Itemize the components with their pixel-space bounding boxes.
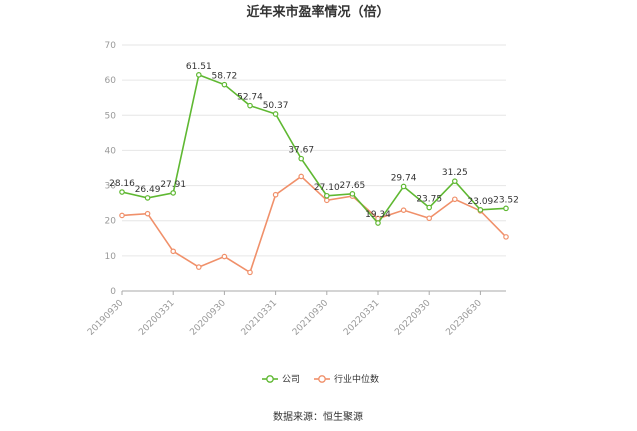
data-point (170, 248, 177, 255)
grid-lines (122, 44, 506, 257)
data-label: 23.75 (416, 195, 442, 205)
data-label: 28.16 (109, 179, 135, 189)
x-tick-label: 20210331 (240, 298, 279, 337)
series-line (121, 73, 507, 225)
legend-label: 公司 (282, 374, 300, 385)
data-point (298, 173, 305, 180)
data-point (144, 210, 151, 217)
data-label: 27.91 (160, 180, 186, 190)
data-label: 37.67 (288, 146, 314, 156)
data-label: 27.65 (340, 181, 366, 191)
data-point (426, 215, 433, 222)
data-label: 19.34 (365, 210, 391, 220)
data-point (375, 220, 381, 226)
data-point (272, 191, 279, 198)
y-tick-label: 60 (105, 76, 117, 86)
data-label: 27.10 (314, 183, 340, 193)
data-point (451, 196, 458, 203)
data-point (196, 264, 202, 270)
x-tick-label: 20220331 (342, 298, 381, 337)
legend-swatch-marker (266, 375, 274, 383)
data-point (247, 102, 253, 109)
legend-swatch-marker (318, 375, 326, 383)
x-tick-label: 20230630 (444, 298, 484, 338)
data-point (196, 72, 202, 78)
data-source-note: 数据来源：恒生聚源 (273, 410, 363, 423)
data-point (119, 212, 125, 219)
y-tick-label: 10 (105, 252, 117, 262)
data-point (400, 183, 407, 190)
data-label: 29.74 (391, 173, 417, 183)
data-point (221, 253, 228, 260)
legend-item-industry-median[interactable]: 行业中位数 (314, 373, 379, 385)
legend-label: 行业中位数 (334, 373, 379, 385)
x-axis: 20190930 20200331 20200930 20210331 20210930… (86, 290, 506, 338)
x-tick-label: 20220930 (393, 298, 433, 338)
x-tick-label: 20200930 (188, 298, 228, 338)
data-label: 52.74 (237, 93, 263, 103)
data-label: 61.51 (186, 62, 212, 72)
data-point (503, 234, 509, 240)
data-point (323, 192, 330, 199)
y-tick-label: 50 (105, 111, 117, 121)
x-tick-label: 20190930 (86, 298, 126, 338)
legend[interactable]: 公司 行业中位数 (262, 373, 379, 385)
x-tick-label: 20210930 (291, 298, 331, 338)
y-tick-label: 20 (105, 217, 117, 227)
data-point (144, 195, 151, 201)
data-label: 50.37 (263, 101, 289, 111)
data-label: 31.25 (442, 168, 468, 178)
data-label: 58.72 (212, 72, 238, 82)
y-tick-label: 0 (110, 287, 116, 297)
data-label: 23.09 (468, 197, 494, 207)
data-point (400, 207, 407, 213)
data-label: 23.52 (493, 195, 519, 205)
x-tick-label: 20200331 (137, 298, 176, 337)
legend-item-company[interactable]: 公司 (262, 374, 300, 385)
y-axis-ticks: 0 10 20 30 40 50 60 70 (105, 41, 117, 297)
data-point (298, 155, 305, 162)
data-point (272, 111, 279, 117)
data-label: 26.49 (135, 185, 161, 195)
y-tick-label: 30 (105, 182, 117, 192)
y-tick-label: 70 (105, 41, 117, 51)
data-point (349, 191, 356, 197)
data-point (323, 197, 330, 204)
data-point (221, 81, 228, 88)
data-point (247, 269, 253, 276)
data-point (503, 205, 509, 212)
y-tick-label: 40 (105, 146, 117, 156)
data-point (477, 207, 484, 213)
data-point (451, 178, 458, 184)
data-point (119, 189, 125, 195)
series-line (121, 175, 507, 274)
data-point (426, 204, 433, 211)
chart-title: 近年来市盈率情况（倍） (246, 4, 389, 20)
data-point (170, 190, 177, 196)
